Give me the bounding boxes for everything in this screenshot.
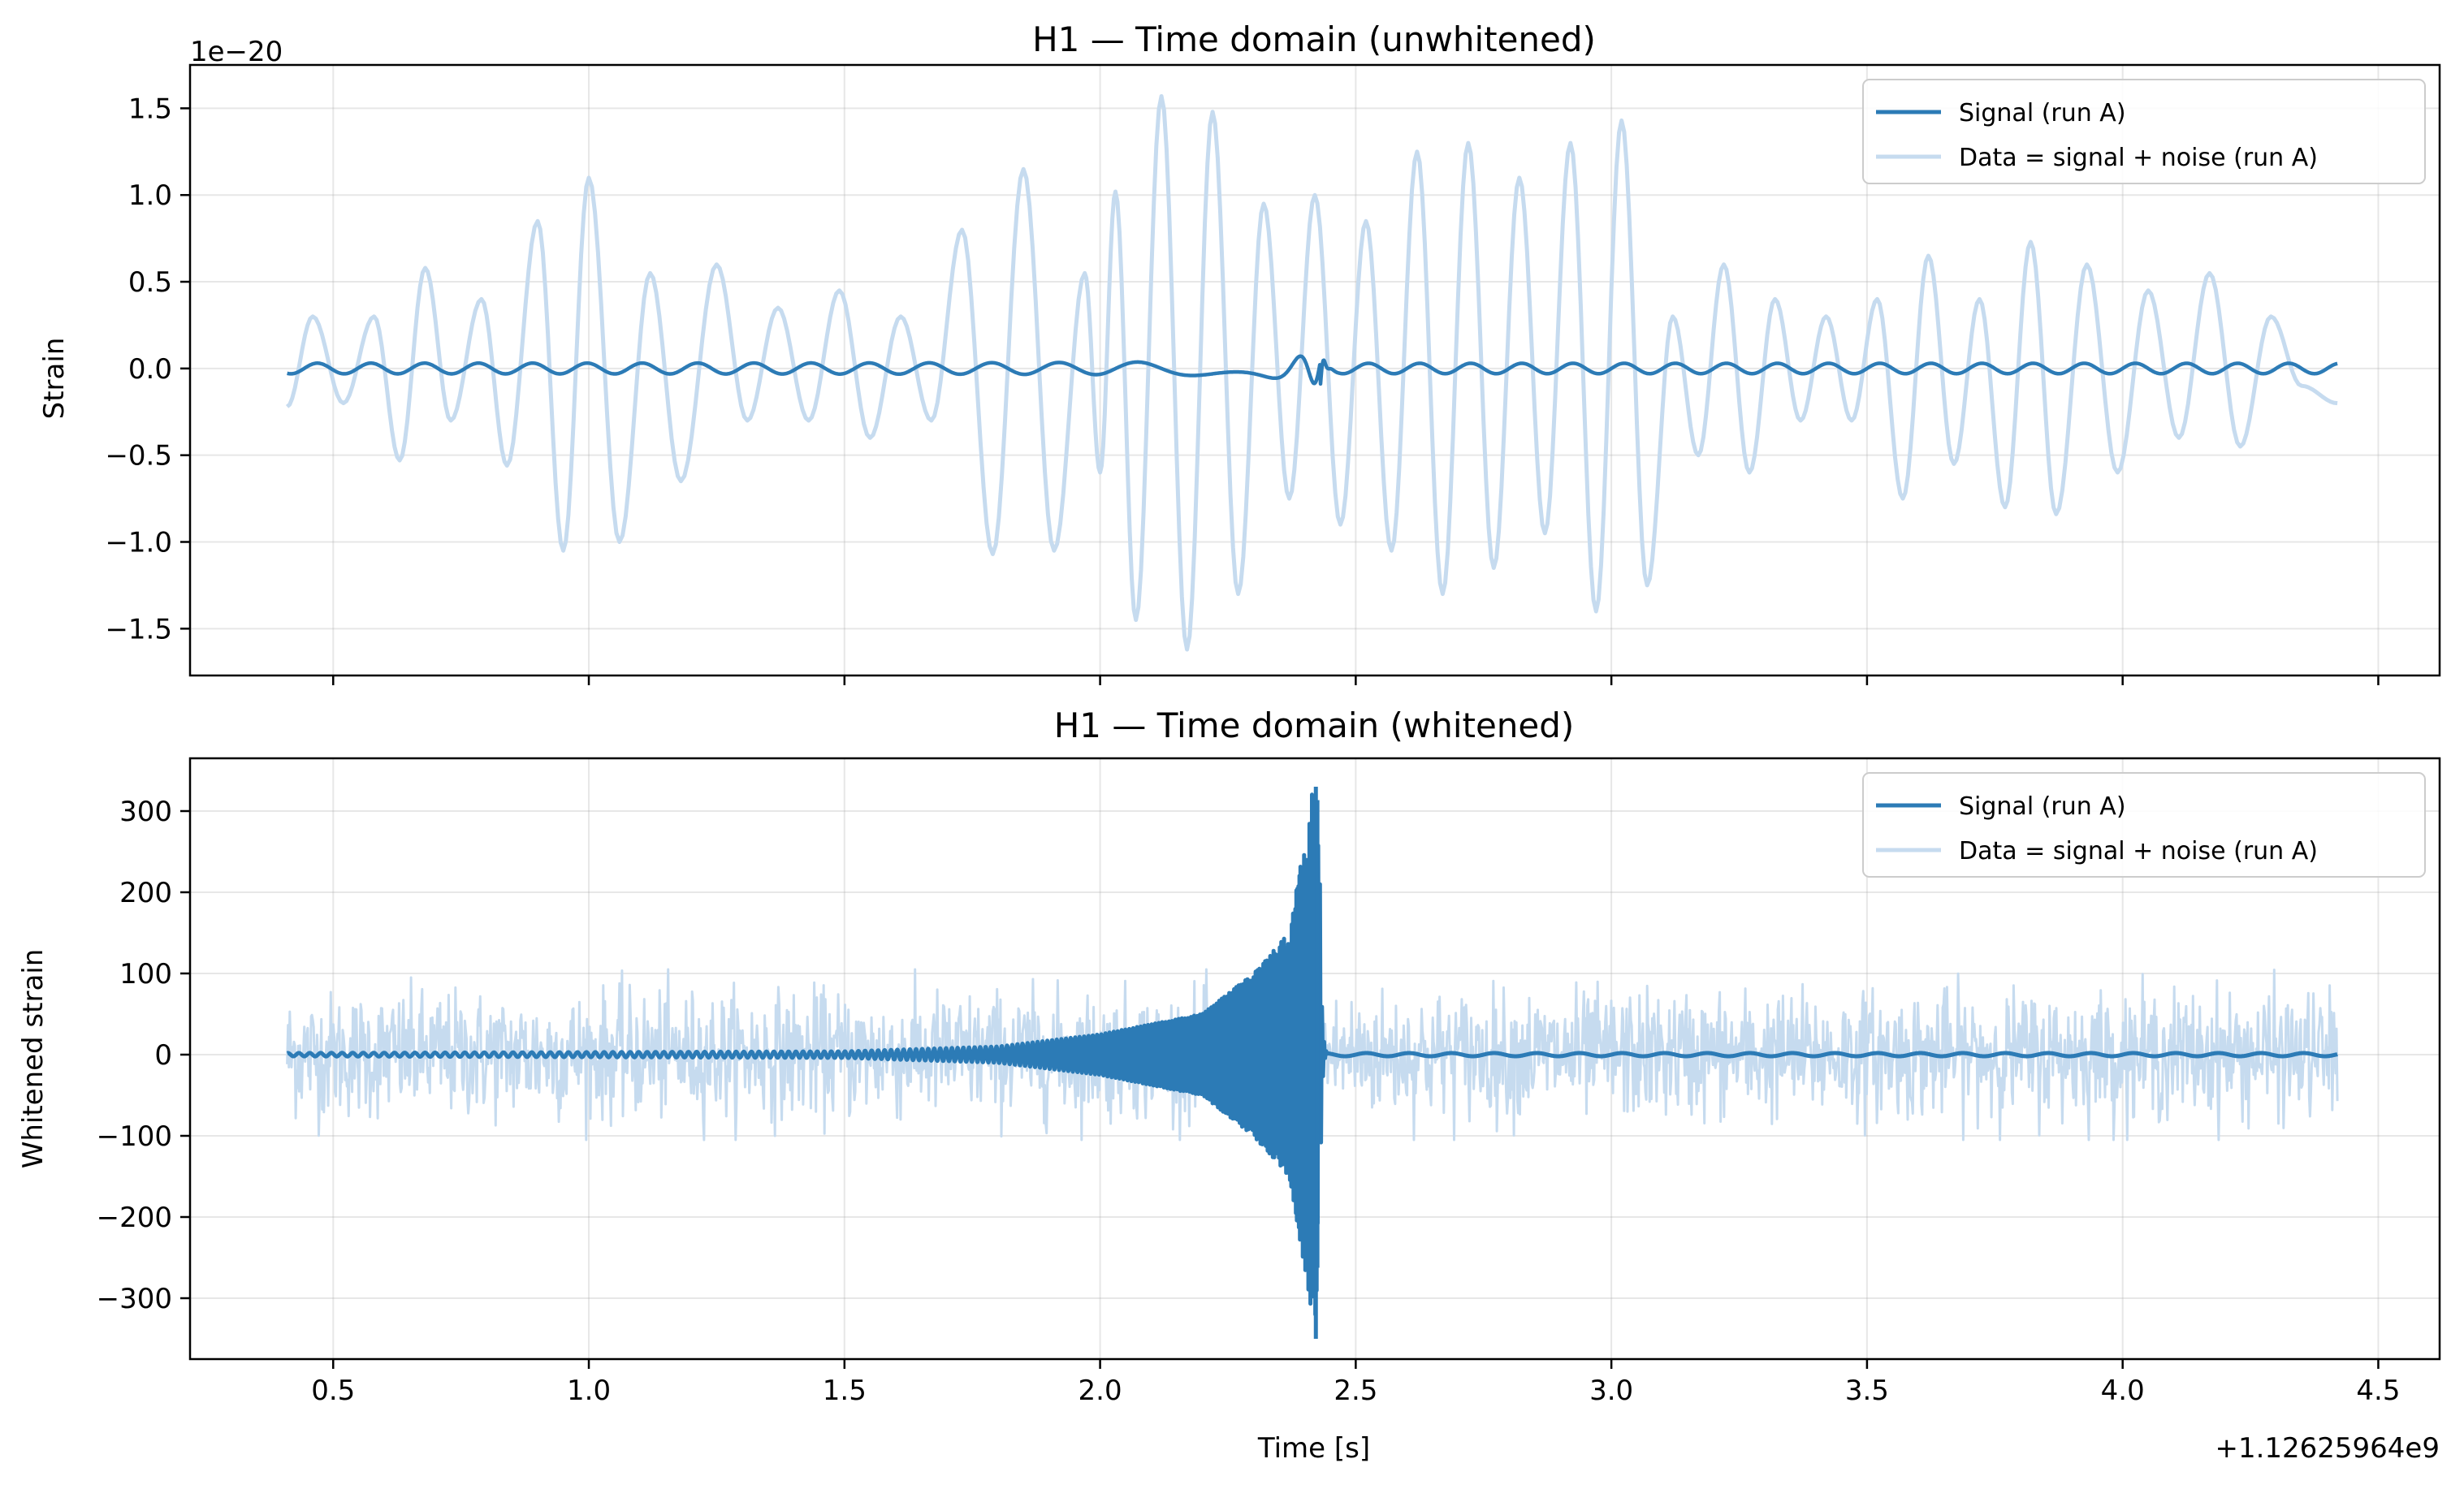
chart-title: H1 — Time domain (whitened) xyxy=(1054,706,1575,745)
signal-series-line xyxy=(285,792,2340,1317)
y-tick-label: −1.5 xyxy=(105,613,172,645)
x-axis-label: Time [s] xyxy=(1257,1432,1370,1465)
chart-whitened: H1 — Time domain (whitened) 0.5 1.0 1.5 2.0… xyxy=(17,706,2441,1465)
x-tick-label: 4.5 xyxy=(2356,1375,2400,1407)
plot-area xyxy=(285,94,2339,652)
legend-box xyxy=(1862,772,2426,878)
data-series-line xyxy=(285,94,2338,652)
x-tick-label: 0.5 xyxy=(311,1375,355,1407)
y-tick-label: −1.0 xyxy=(105,527,172,559)
x-tick-label: 2.0 xyxy=(1079,1375,1122,1407)
y-tick-label: −300 xyxy=(97,1283,172,1315)
chart-title: H1 — Time domain (unwhitened) xyxy=(1032,19,1596,59)
y-tick-label: 100 xyxy=(119,958,172,991)
y-scale-label: 1e−20 xyxy=(190,36,283,68)
y-tick-label: 200 xyxy=(119,877,172,909)
y-tick-label: 0.0 xyxy=(128,353,172,386)
x-offset-label: +1.12625964e9 xyxy=(2215,1432,2440,1465)
y-tick-label: −100 xyxy=(97,1120,172,1153)
x-tick-label: 1.5 xyxy=(823,1375,867,1407)
legend-entry: Data = signal + noise (run A) xyxy=(1959,837,2318,865)
legend: Signal (run A) Data = signal + noise (run… xyxy=(1862,772,2426,878)
y-axis-label: Strain xyxy=(38,338,71,420)
x-tick-label: 2.5 xyxy=(1334,1375,1377,1407)
x-tick-label: 4.0 xyxy=(2101,1375,2145,1407)
signal-series-line xyxy=(286,354,2339,386)
legend-entry: Signal (run A) xyxy=(1959,792,2126,821)
legend-entry: Signal (run A) xyxy=(1959,99,2126,127)
x-tick-label: 1.0 xyxy=(567,1375,611,1407)
axes-frame xyxy=(188,63,2441,677)
y-tick-label: 1.0 xyxy=(128,179,172,212)
legend-entry: Data = signal + noise (run A) xyxy=(1959,144,2318,172)
axes-frame xyxy=(188,757,2441,1361)
y-axis-label: Whitened strain xyxy=(17,949,50,1169)
y-tick-label: 300 xyxy=(119,796,172,828)
plot-area xyxy=(285,787,2340,1339)
y-ticks: 300 200 100 0 −100 −200 −300 xyxy=(97,796,190,1315)
y-tick-label: 0.5 xyxy=(128,266,172,299)
x-tick-label: 3.0 xyxy=(1589,1375,1633,1407)
y-tick-label: 1.5 xyxy=(128,93,172,125)
x-ticks xyxy=(332,675,2380,685)
legend: Signal (run A) Data = signal + noise (run… xyxy=(1862,79,2426,184)
x-tick-label: 3.5 xyxy=(1845,1375,1889,1407)
y-tick-label: −200 xyxy=(97,1202,172,1234)
legend-box xyxy=(1862,79,2426,184)
x-ticks: 0.5 1.0 1.5 2.0 2.5 3.0 3.5 4.0 4.5 xyxy=(311,1359,2400,1407)
y-ticks: 1.5 1.0 0.5 0.0 −0.5 −1.0 −1.5 xyxy=(105,93,190,645)
chart-unwhitened: H1 — Time domain (unwhitened) 1.5 1.0 0.5 0… xyxy=(38,19,2441,685)
y-tick-label: 0 xyxy=(154,1039,172,1072)
y-tick-label: −0.5 xyxy=(105,440,172,473)
